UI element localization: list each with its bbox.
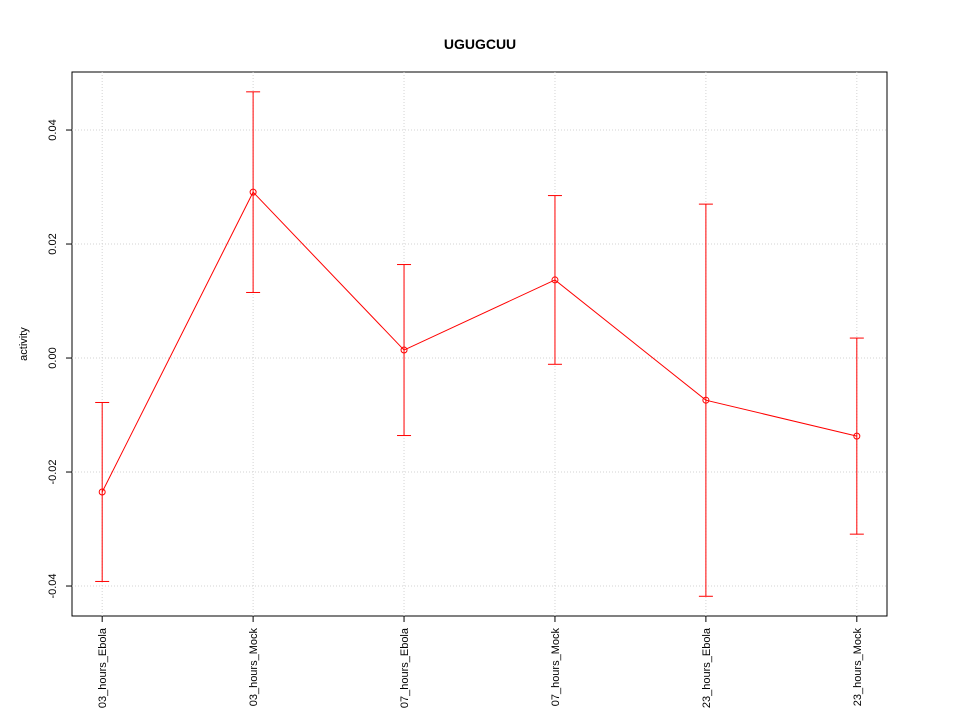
error-bar bbox=[547, 195, 562, 365]
point bbox=[702, 396, 710, 404]
x-tick-label: 03_hours_Ebola bbox=[97, 627, 109, 708]
y-axis-label: activity bbox=[18, 327, 30, 361]
y-tick-label: 0.04 bbox=[47, 119, 59, 140]
point bbox=[98, 488, 106, 496]
x-tick-label: 23_hours_Mock bbox=[852, 628, 864, 707]
point bbox=[853, 432, 861, 440]
plot-frame bbox=[71, 71, 888, 617]
point bbox=[551, 276, 559, 284]
y-tick-label: -0.02 bbox=[47, 459, 59, 484]
error-bar bbox=[698, 203, 713, 597]
error-bar bbox=[95, 401, 110, 582]
x-tick-label: 23_hours_Ebola bbox=[701, 627, 713, 708]
y-tick-label: 0.00 bbox=[47, 347, 59, 368]
x-tick-label: 07_hours_Mock bbox=[550, 628, 562, 707]
error-bar bbox=[246, 91, 261, 293]
x-tick-label: 07_hours_Ebola bbox=[399, 627, 411, 708]
x-tick-label: 03_hours_Mock bbox=[248, 628, 260, 707]
y-tick-label: -0.04 bbox=[47, 573, 59, 598]
y-tick-label: 0.02 bbox=[47, 233, 59, 254]
point bbox=[400, 346, 408, 354]
error-bar bbox=[397, 264, 412, 437]
error-bar bbox=[849, 337, 864, 535]
series-line bbox=[101, 191, 857, 493]
chart-title: UGUGCUU bbox=[444, 36, 516, 52]
point bbox=[249, 188, 257, 196]
